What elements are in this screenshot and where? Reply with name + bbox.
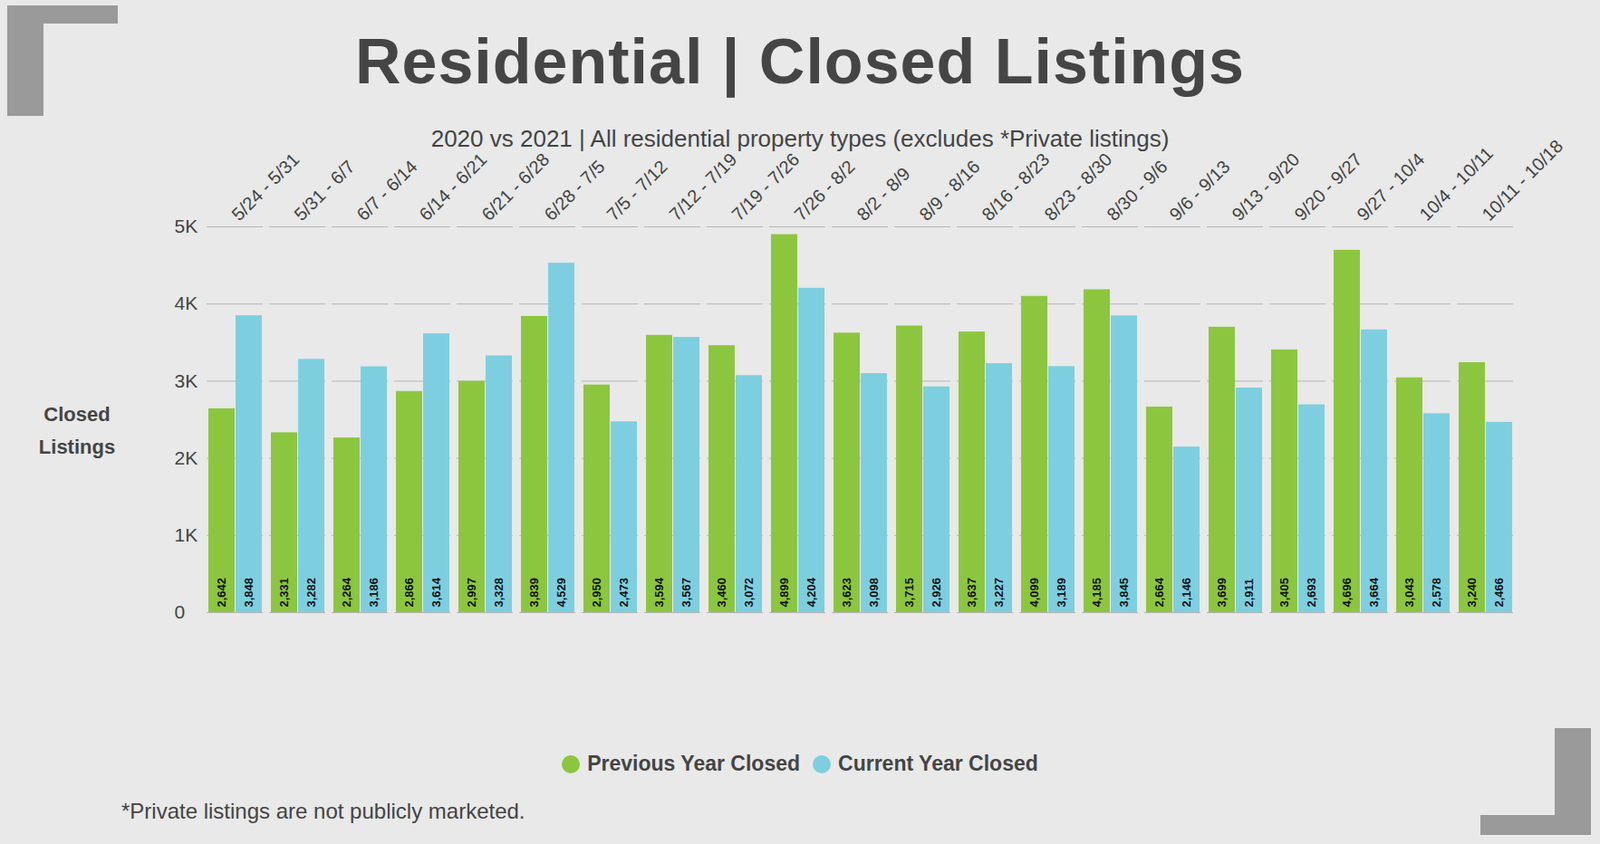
svg-text:9/20 - 9/27: 9/20 - 9/27: [1290, 149, 1366, 225]
svg-text:7/26 - 8/2: 7/26 - 8/2: [790, 156, 858, 225]
svg-text:3,567: 3,567: [679, 578, 694, 608]
svg-text:1K: 1K: [174, 524, 199, 546]
svg-text:3K: 3K: [174, 370, 199, 392]
svg-text:3,845: 3,845: [1117, 578, 1131, 608]
svg-text:3,189: 3,189: [1054, 578, 1069, 608]
svg-text:4,185: 4,185: [1089, 578, 1104, 608]
svg-text:4,696: 4,696: [1339, 578, 1354, 608]
svg-text:3,072: 3,072: [742, 578, 756, 608]
svg-text:3,098: 3,098: [867, 578, 881, 608]
svg-text:3,637: 3,637: [964, 578, 979, 608]
svg-text:2,911: 2,911: [1242, 578, 1256, 608]
svg-text:2,950: 2,950: [589, 578, 604, 608]
svg-text:5K: 5K: [174, 215, 199, 237]
svg-text:3,594: 3,594: [652, 577, 666, 608]
svg-text:3,240: 3,240: [1465, 578, 1479, 608]
svg-text:6/21 - 6/28: 6/21 - 6/28: [477, 149, 554, 225]
svg-text:2,578: 2,578: [1429, 578, 1444, 608]
svg-text:2,466: 2,466: [1492, 578, 1506, 608]
svg-text:6/14 - 6/21: 6/14 - 6/21: [415, 149, 491, 225]
svg-text:3,614: 3,614: [429, 577, 444, 608]
svg-text:2,146: 2,146: [1179, 578, 1194, 608]
svg-text:9/13 - 9/20: 9/13 - 9/20: [1227, 149, 1304, 225]
svg-text:3,460: 3,460: [714, 578, 729, 608]
svg-text:7/5 - 7/12: 7/5 - 7/12: [602, 156, 671, 225]
svg-text:3,848: 3,848: [241, 578, 256, 608]
svg-text:8/2 - 8/9: 8/2 - 8/9: [852, 163, 914, 224]
svg-text:8/30 - 9/6: 8/30 - 9/6: [1102, 156, 1171, 225]
svg-text:8/9 - 8/16: 8/9 - 8/16: [915, 156, 984, 225]
html-text:Residential | Closed Listings: Residential | Closed Listings: [355, 26, 1245, 97]
svg-text:2,473: 2,473: [616, 578, 631, 608]
svg-text:3,043: 3,043: [1402, 578, 1417, 608]
svg-text:4,099: 4,099: [1027, 578, 1041, 608]
svg-text:3,405: 3,405: [1277, 578, 1292, 608]
html-text:Previous Year Closed: Previous Year Closed: [587, 751, 800, 776]
svg-text:2,997: 2,997: [464, 578, 479, 608]
svg-text:7/19 - 7/26: 7/19 - 7/26: [727, 149, 804, 225]
svg-text:6/28 - 7/5: 6/28 - 7/5: [539, 156, 608, 225]
svg-text:8/16 - 8/23: 8/16 - 8/23: [977, 149, 1054, 225]
svg-text:3,623: 3,623: [839, 578, 854, 608]
svg-text:2,664: 2,664: [1152, 577, 1167, 608]
svg-text:2,642: 2,642: [214, 578, 229, 608]
svg-text:4,204: 4,204: [804, 577, 819, 608]
svg-text:3,664: 3,664: [1367, 577, 1381, 608]
svg-text:10/4 - 10/11: 10/4 - 10/11: [1415, 143, 1497, 225]
svg-text:6/7 - 6/14: 6/7 - 6/14: [352, 156, 421, 225]
svg-text:2,331: 2,331: [277, 578, 291, 608]
svg-text:7/12 - 7/19: 7/12 - 7/19: [665, 149, 741, 225]
svg-text:4,529: 4,529: [554, 578, 569, 608]
svg-text:3,839: 3,839: [527, 578, 541, 608]
html-text:2020 vs 2021 | All residential: 2020 vs 2021 | All residential property …: [430, 125, 1170, 153]
svg-text:5/24 - 5/31: 5/24 - 5/31: [227, 149, 304, 225]
svg-text:9/27 - 10/4: 9/27 - 10/4: [1352, 149, 1429, 225]
html-text:Closed Listings: Closed Listings: [38, 403, 116, 459]
svg-text:3,328: 3,328: [491, 578, 506, 608]
svg-text:9/6 - 9/13: 9/6 - 9/13: [1165, 156, 1234, 225]
svg-text:4K: 4K: [174, 292, 199, 314]
svg-text:4,899: 4,899: [777, 578, 791, 608]
svg-text:3,227: 3,227: [992, 578, 1006, 608]
svg-text:3,282: 3,282: [304, 578, 319, 608]
svg-text:2,866: 2,866: [402, 578, 416, 608]
html-text:Current Year Closed: Current Year Closed: [838, 751, 1039, 776]
svg-text:3,715: 3,715: [902, 578, 916, 608]
svg-text:10/11 - 10/18: 10/11 - 10/18: [1477, 135, 1567, 225]
html-text:*Private listings are not publ: *Private listings are not publicly marke…: [121, 799, 526, 824]
svg-text:0: 0: [174, 601, 186, 623]
svg-text:2,693: 2,693: [1304, 578, 1319, 608]
svg-text:2,264: 2,264: [339, 577, 354, 608]
svg-text:2,926: 2,926: [929, 578, 944, 608]
svg-text:8/23 - 8/30: 8/23 - 8/30: [1040, 149, 1116, 225]
svg-text:2K: 2K: [174, 447, 199, 469]
svg-text:5/31 - 6/7: 5/31 - 6/7: [289, 156, 358, 225]
svg-text:3,699: 3,699: [1214, 578, 1229, 608]
svg-text:3,186: 3,186: [366, 578, 381, 608]
